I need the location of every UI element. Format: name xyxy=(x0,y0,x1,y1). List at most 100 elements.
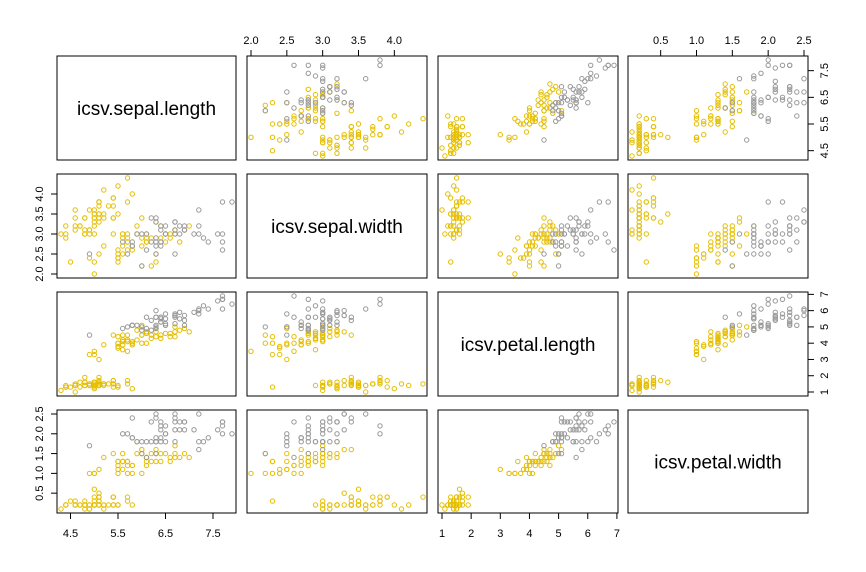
data-point-r3-c2-s0-67 xyxy=(529,470,536,477)
data-point-r2-c1-s0-88 xyxy=(320,338,326,345)
data-point-r2-c3-s0-56 xyxy=(736,329,743,335)
data-point-r3-c1-s0-21 xyxy=(370,494,376,500)
data-point-r2-c3-s0-49 xyxy=(636,382,642,389)
data-point-r2-c0-s0-92 xyxy=(129,340,136,346)
data-point-r1-c0-s0-70 xyxy=(134,223,140,229)
data-point-r3-c0-s1-27 xyxy=(143,439,150,445)
data-point-r3-c0-s1-31 xyxy=(229,431,235,437)
data-point-r1-c0-s0-36 xyxy=(115,211,121,217)
data-point-r2-c1-s1-26 xyxy=(305,327,311,333)
data-point-r2-c3-s0-31 xyxy=(650,381,657,387)
data-point-r0-c2-s0-51 xyxy=(541,97,547,103)
data-point-r0-c2-s0-74 xyxy=(535,97,541,103)
data-point-r1-c0-s1-7 xyxy=(200,235,207,241)
data-point-r3-c2-s0-91 xyxy=(544,454,550,461)
data-point-r0-c2-s0-93 xyxy=(506,134,512,141)
data-point-r2-c3-s0-96 xyxy=(715,337,721,343)
data-point-r0-c1-s0-81 xyxy=(277,121,283,127)
data-point-r3-c2-s0-92 xyxy=(526,462,533,469)
data-point-r1-c2-s0-39 xyxy=(453,215,460,221)
data-point-r0-c2-s0-43 xyxy=(456,134,463,141)
data-point-r3-c0-s1-39 xyxy=(181,427,188,433)
data-point-r2-c3-s1-43 xyxy=(787,309,793,315)
data-point-r1-c2-s1-6 xyxy=(541,251,547,257)
data-point-r3-c1-s0-51 xyxy=(334,450,340,457)
data-point-r1-c0-s1-33 xyxy=(153,239,159,245)
data-point-r1-c2-s0-40 xyxy=(448,211,454,217)
data-point-r2-c0-s1-30 xyxy=(205,306,212,312)
data-point-r2-c1-s0-65 xyxy=(327,334,333,340)
data-point-r1-c0-s0-69 xyxy=(120,251,126,257)
data-point-r0-c2-s0-41 xyxy=(448,148,454,154)
data-point-r0-c1-s0-97 xyxy=(312,102,319,109)
data-point-r2-c3-s1-48 xyxy=(787,317,793,324)
data-point-r0-c2-s1-47 xyxy=(561,94,568,101)
data-point-r0-c1-s0-88 xyxy=(320,118,326,125)
data-point-r1-c3-s0-38 xyxy=(636,231,642,237)
data-point-r3-c0-s0-59 xyxy=(101,454,107,461)
panel-frame-0-0 xyxy=(56,55,237,161)
data-point-r0-c3-s0-71 xyxy=(715,105,721,111)
data-point-r3-c2-s0-31 xyxy=(453,494,460,500)
data-point-r1-c2-s1-38 xyxy=(550,231,556,237)
data-point-r2-c0-s0-14 xyxy=(129,386,136,392)
data-point-r3-c2-s1-20 xyxy=(576,419,582,425)
data-point-r2-c3-s0-80 xyxy=(701,343,707,350)
data-point-r2-c1-s0-60 xyxy=(248,348,254,354)
panel-frame-2-1 xyxy=(246,291,428,397)
data-point-r0-c3-s0-89 xyxy=(715,121,721,127)
data-point-r1-c0-s1-12 xyxy=(177,231,183,237)
data-point-r0-c3-s1-33 xyxy=(729,100,735,106)
data-point-r2-c3-s0-46 xyxy=(636,379,642,385)
data-point-r2-c3-s0-77 xyxy=(744,324,750,330)
data-point-r2-c1-s0-62 xyxy=(262,340,268,346)
data-point-r1-c0-s0-45 xyxy=(82,231,88,237)
data-point-r0-c3-s1-22 xyxy=(765,62,771,69)
data-point-r0-c1-s0-13 xyxy=(320,153,326,159)
data-point-r0-c3-s1-26 xyxy=(751,102,757,109)
data-point-r3-c2-s0-93 xyxy=(506,470,512,477)
data-point-r3-c2-s1-0 xyxy=(585,411,591,417)
data-point-r2-c0-s0-76 xyxy=(177,327,183,333)
data-point-r0-c2-s1-49 xyxy=(558,110,565,117)
data-point-r1-c3-s0-86 xyxy=(729,227,735,233)
data-point-r2-c0-s0-74 xyxy=(158,335,164,341)
y-tick-label-2-2: 3 xyxy=(819,356,831,362)
data-point-r0-c1-s1-9 xyxy=(363,76,369,82)
data-point-r3-c0-s1-45 xyxy=(172,419,178,425)
data-point-r1-c2-s1-7 xyxy=(593,235,600,241)
panel-frame-3-0 xyxy=(56,409,237,514)
data-point-r3-c0-s1-46 xyxy=(153,435,159,441)
data-point-r0-c1-s0-8 xyxy=(312,150,319,157)
data-point-r3-c0-s0-42 xyxy=(63,502,69,508)
data-point-r3-c0-s0-14 xyxy=(129,502,136,508)
data-point-r3-c1-s0-33 xyxy=(406,502,412,508)
data-point-r0-c2-s1-44 xyxy=(576,89,582,95)
data-point-r3-c1-s0-47 xyxy=(334,502,340,508)
data-point-r3-c2-s1-28 xyxy=(573,427,579,433)
data-point-r2-c1-s1-36 xyxy=(348,314,354,320)
data-point-r3-c1-s1-47 xyxy=(320,431,326,437)
data-point-r3-c1-s1-14 xyxy=(305,415,311,421)
data-point-r2-c1-s0-64 xyxy=(312,347,319,353)
data-point-r0-c2-s1-15 xyxy=(564,97,571,103)
data-point-r2-c0-s1-34 xyxy=(143,314,150,320)
data-point-r0-c2-s0-3 xyxy=(453,145,460,151)
data-point-r1-c0-s0-46 xyxy=(96,199,102,205)
data-point-r1-c0-s0-59 xyxy=(101,243,107,249)
data-point-r1-c0-s1-46 xyxy=(153,251,159,257)
data-point-r2-c1-s0-71 xyxy=(305,340,311,346)
data-point-r0-c2-s0-49 xyxy=(451,134,457,141)
data-point-r3-c1-s1-43 xyxy=(334,419,340,425)
data-point-r3-c1-s1-41 xyxy=(327,419,333,425)
data-point-r2-c3-s1-9 xyxy=(801,306,807,312)
data-point-r2-c0-s1-39 xyxy=(181,317,188,324)
data-point-r2-c1-s0-20 xyxy=(348,377,354,384)
y-tick-label-3-3: 2.0 xyxy=(34,426,46,441)
data-point-r0-c3-s0-18 xyxy=(643,116,649,122)
data-point-r0-c3-s0-34 xyxy=(636,137,642,143)
data-point-r2-c1-s1-49 xyxy=(320,322,326,328)
data-point-r3-c2-s0-42 xyxy=(448,502,454,508)
data-point-r2-c1-s0-28 xyxy=(348,382,354,389)
data-point-r2-c1-s1-46 xyxy=(284,324,290,330)
